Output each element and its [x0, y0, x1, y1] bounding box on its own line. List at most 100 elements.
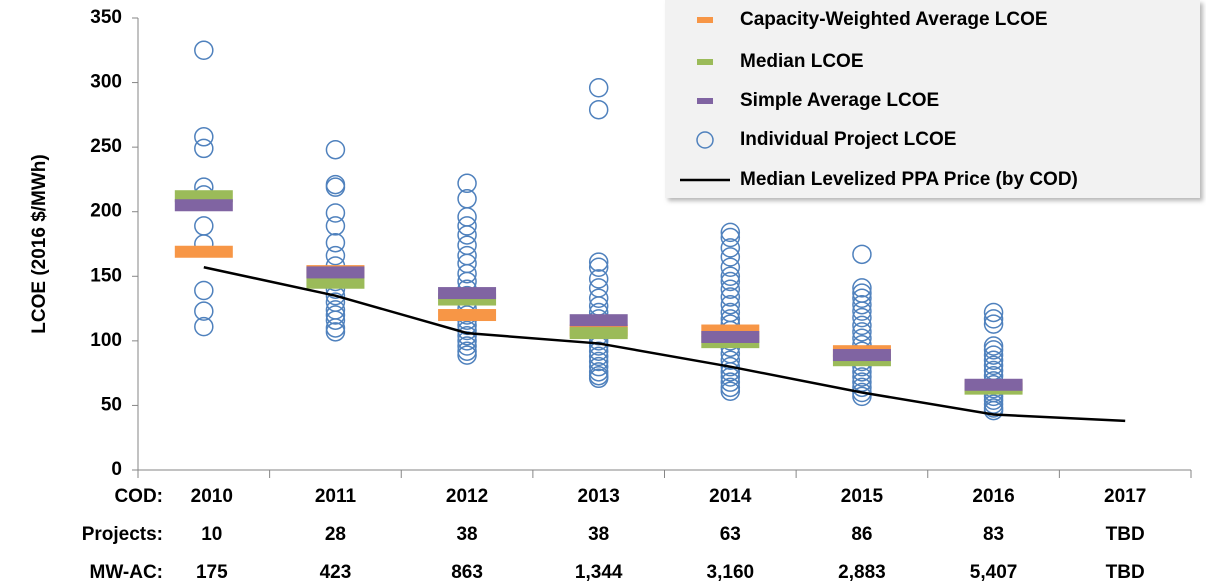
row-value: 2,883	[838, 562, 886, 583]
legend-marker	[697, 98, 713, 104]
average-dash	[569, 314, 628, 327]
project-point	[457, 345, 477, 365]
row-value: 83	[983, 524, 1004, 545]
project-point	[720, 266, 741, 287]
project-point	[852, 315, 872, 336]
project-point	[325, 310, 346, 330]
project-point	[457, 325, 477, 346]
plot-area: 0 50 100 150 200 250 300 350 COD: 2010 2011 2012 201…	[82, 7, 1192, 583]
row-value: 38	[456, 524, 477, 545]
project-point	[720, 377, 741, 398]
project-point	[325, 322, 346, 342]
row-label: MW-AC:	[90, 562, 163, 583]
x-tick-label: 2011	[315, 486, 357, 507]
project-point	[852, 301, 872, 321]
project-point	[852, 372, 872, 392]
row-value: 10	[201, 524, 222, 545]
project-point	[720, 279, 741, 299]
average-dash	[569, 327, 628, 340]
project-point	[588, 99, 609, 120]
project-point	[325, 216, 346, 236]
average-dash	[174, 190, 233, 203]
x-tick-label: 2017	[1104, 486, 1146, 507]
legend: Capacity-Weighted Average LCOE Median LCO…	[680, 9, 1078, 190]
legend-marker	[697, 17, 713, 23]
row-value: 63	[720, 524, 741, 545]
project-point	[852, 322, 872, 342]
x-tick-label: 2013	[578, 486, 620, 507]
average-dash	[174, 199, 233, 212]
y-tick-label: 200	[90, 201, 122, 222]
average-dash	[306, 266, 365, 279]
project-point	[194, 280, 214, 301]
average-dash	[832, 349, 891, 362]
project-point	[983, 314, 1004, 334]
y-tick-label: 100	[90, 330, 122, 351]
row-value: TBD	[1106, 562, 1145, 583]
average-dash	[964, 378, 1023, 391]
project-point	[588, 257, 609, 277]
average-dash	[438, 287, 497, 300]
legend-marker	[696, 131, 714, 149]
project-point	[983, 400, 1004, 421]
project-point	[325, 232, 346, 253]
project-point	[720, 227, 741, 248]
row-value: 863	[451, 562, 483, 583]
average-dash	[438, 309, 497, 322]
project-point	[588, 351, 609, 372]
row-value: 38	[588, 524, 609, 545]
x-tick-label: 2010	[191, 486, 233, 507]
project-point	[325, 318, 346, 338]
project-point	[852, 386, 872, 407]
project-point	[852, 294, 872, 315]
legend-label: Median Levelized PPA Price (by COD)	[740, 169, 1078, 190]
project-point	[457, 235, 477, 256]
project-point	[983, 336, 1004, 356]
y-tick-label: 0	[111, 459, 122, 480]
project-point	[852, 244, 872, 265]
project-point	[720, 367, 741, 387]
project-point	[852, 382, 872, 403]
y-axis-label: LCOE (2016 $/MWh)	[29, 154, 50, 333]
legend-label: Capacity-Weighted Average LCOE	[740, 9, 1048, 30]
project-point	[457, 173, 477, 194]
project-point	[457, 341, 477, 361]
row-value: 3,160	[707, 562, 755, 583]
project-point	[983, 394, 1004, 414]
row-value: 86	[851, 524, 872, 545]
project-point	[194, 216, 214, 236]
row-value: 1,344	[575, 562, 623, 583]
project-point	[194, 138, 214, 159]
y-tick-label: 300	[90, 72, 122, 93]
average-dash	[174, 245, 233, 258]
row-label: Projects:	[82, 524, 163, 545]
average-dash	[306, 276, 365, 289]
x-tick-label: 2015	[841, 486, 884, 507]
row-value: 423	[320, 562, 352, 583]
project-point	[720, 247, 741, 267]
project-point	[588, 288, 609, 308]
project-point	[720, 381, 741, 401]
project-point	[720, 356, 741, 377]
project-point	[588, 269, 609, 289]
project-point	[588, 252, 609, 272]
row-value: 5,407	[970, 562, 1018, 583]
project-point	[720, 238, 741, 258]
project-point	[983, 340, 1004, 360]
project-point	[720, 362, 741, 382]
project-point	[588, 368, 609, 389]
legend-box	[665, 0, 1200, 198]
project-point	[325, 177, 346, 197]
project-point	[983, 302, 1004, 323]
project-point	[194, 127, 214, 147]
x-tick-label: 2014	[709, 486, 752, 507]
project-point	[325, 203, 346, 223]
project-point	[720, 257, 741, 277]
ppa-line	[203, 266, 1126, 423]
y-tick-label: 150	[90, 265, 122, 286]
project-point	[720, 222, 741, 243]
project-point	[983, 350, 1004, 370]
project-point	[325, 245, 346, 266]
project-point	[852, 307, 872, 328]
project-point	[983, 355, 1004, 376]
